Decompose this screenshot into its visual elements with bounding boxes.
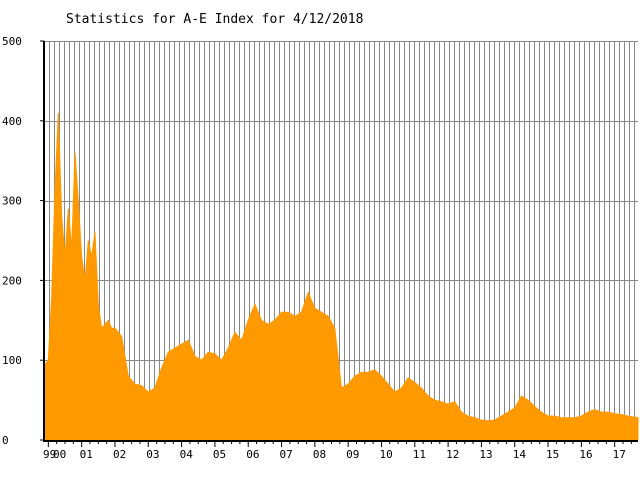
x-tick-label: 15 — [546, 448, 559, 461]
x-tick-label: 99 — [43, 448, 56, 461]
x-tick-label: 07 — [280, 448, 293, 461]
y-tick-label: 0 — [2, 434, 9, 447]
x-tick-label: 14 — [513, 448, 527, 461]
x-tick-label: 09 — [346, 448, 359, 461]
x-tick-label: 10 — [379, 448, 392, 461]
x-tick-label: 17 — [613, 448, 626, 461]
x-tick-label: 01 — [80, 448, 93, 461]
x-tick-label: 12 — [446, 448, 459, 461]
y-tick-label: 300 — [2, 195, 22, 208]
x-tick-label: 13 — [479, 448, 492, 461]
area-series — [44, 112, 639, 441]
y-tick-label: 100 — [2, 354, 22, 367]
x-tick-label: 16 — [579, 448, 592, 461]
x-tick-label: 00 — [53, 448, 66, 461]
x-tick-label: 03 — [146, 448, 159, 461]
chart-title: Statistics for A-E Index for 4/12/2018 — [66, 12, 363, 27]
y-tick-label: 400 — [2, 115, 22, 128]
y-tick-label: 200 — [2, 274, 22, 287]
x-tick-label: 06 — [246, 448, 259, 461]
x-tick-label: 02 — [113, 448, 126, 461]
x-tick-label: 04 — [180, 448, 194, 461]
y-tick-label: 500 — [2, 35, 22, 48]
x-tick-label: 11 — [413, 448, 426, 461]
x-tick-label: 05 — [213, 448, 226, 461]
x-tick-label: 08 — [313, 448, 326, 461]
